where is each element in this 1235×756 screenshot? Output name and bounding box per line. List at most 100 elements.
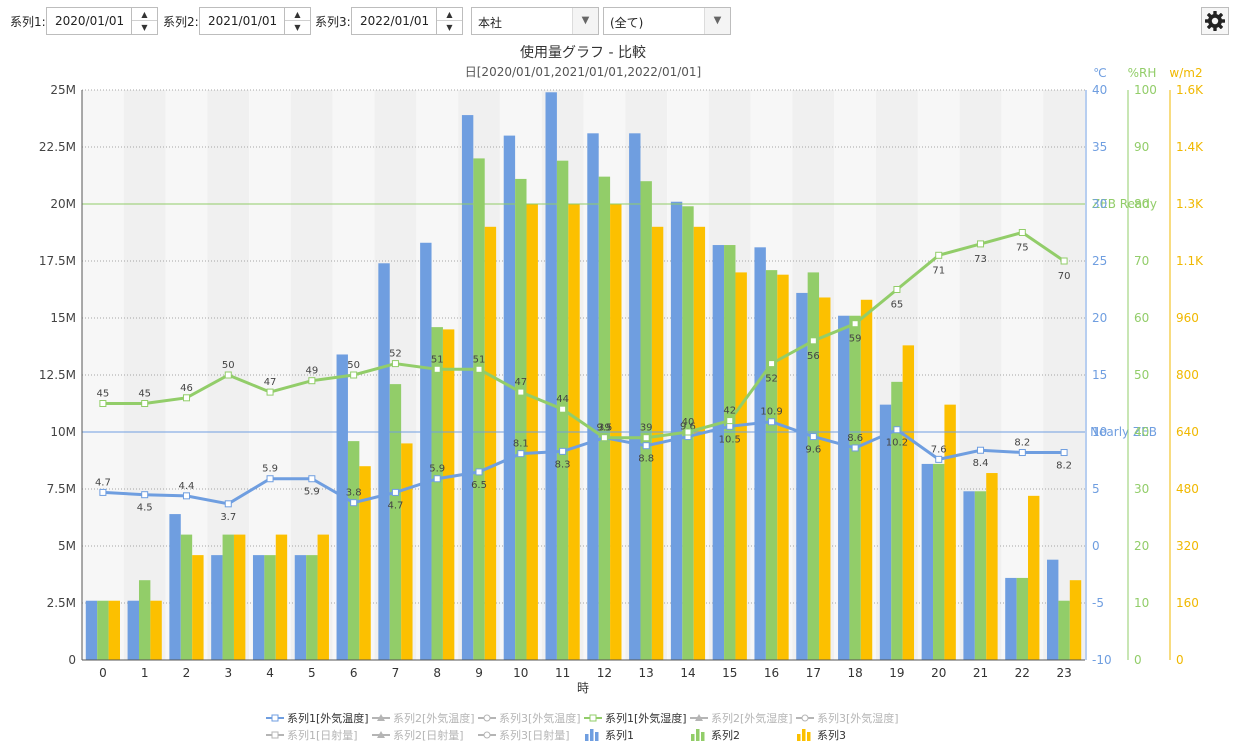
- bar-series2: [640, 181, 652, 660]
- series3-date-input[interactable]: 2022/01/01 ▲ ▼: [351, 7, 463, 35]
- y-tick-label: 2.5M: [47, 596, 76, 610]
- x-tick-label: 7: [392, 666, 400, 680]
- x-tick-label: 21: [973, 666, 988, 680]
- legend-label: 系列3[日射量]: [499, 729, 570, 742]
- series2-date-spinner[interactable]: ▲ ▼: [284, 8, 310, 34]
- data-label: 8.1: [513, 439, 529, 450]
- legend-item[interactable]: 系列3[日射量]: [478, 727, 570, 743]
- data-label: 8.3: [555, 459, 571, 470]
- y4-tick-label: 0: [1176, 653, 1184, 667]
- gear-icon: [1205, 11, 1225, 31]
- chevron-down-icon[interactable]: ▼: [572, 8, 598, 34]
- data-label: 5.9: [304, 487, 320, 498]
- line-marker: [475, 468, 483, 476]
- x-tick-label: 19: [889, 666, 904, 680]
- y-tick-label: 15M: [50, 311, 76, 325]
- line-marker: [851, 320, 859, 328]
- y3-tick-label: 30: [1134, 482, 1149, 496]
- y4-tick-label: 800: [1176, 368, 1199, 382]
- data-label: 39: [598, 423, 611, 434]
- line-circle-icon: [796, 712, 814, 724]
- data-label: 5.9: [262, 464, 278, 475]
- data-label: 6.5: [471, 480, 487, 491]
- data-label: 56: [807, 351, 820, 362]
- y2-tick-label: 10: [1092, 425, 1107, 439]
- line-marker: [977, 446, 985, 454]
- line-marker: [726, 422, 734, 430]
- legend-item[interactable]: 系列3[外気湿度]: [796, 710, 899, 726]
- bar-series1: [211, 555, 223, 660]
- data-label: 10.2: [886, 438, 908, 449]
- data-label: 4.4: [179, 481, 195, 492]
- bar-series3: [401, 443, 413, 660]
- spin-down-icon[interactable]: ▼: [294, 23, 301, 32]
- chart-subtitle: 日[2020/01/01,2021/01/01,2022/01/01]: [465, 65, 702, 79]
- line-marker: [517, 388, 525, 396]
- line-marker: [768, 418, 776, 426]
- data-label: 8.8: [638, 454, 654, 465]
- spin-down-icon[interactable]: ▼: [446, 23, 453, 32]
- line-marker: [1018, 229, 1026, 236]
- spin-up-icon[interactable]: ▲: [285, 8, 310, 21]
- bar-series1: [461, 115, 474, 660]
- series1-date-spinner[interactable]: ▲ ▼: [131, 8, 157, 34]
- data-label: 46: [180, 383, 193, 394]
- y4-tick-label: 320: [1176, 539, 1199, 553]
- x-tick-label: 11: [555, 666, 570, 680]
- bar-series2: [598, 176, 611, 660]
- line-marker: [224, 371, 232, 379]
- data-label: 47: [514, 377, 527, 388]
- line-marker: [475, 365, 483, 373]
- y3-tick-label: 50: [1134, 368, 1149, 382]
- legend-item[interactable]: 系列1[外気湿度]: [584, 710, 687, 726]
- bar-series1: [85, 600, 98, 660]
- legend-item[interactable]: 系列2: [690, 727, 740, 743]
- spin-up-icon[interactable]: ▲: [437, 8, 462, 21]
- bar-series2: [1058, 600, 1070, 660]
- y-tick-label: 7.5M: [47, 482, 76, 496]
- data-label: 39: [640, 423, 653, 434]
- legend-item[interactable]: 系列3: [796, 727, 846, 743]
- bar-series2: [264, 555, 276, 660]
- legend-item[interactable]: 系列2[日射量]: [372, 727, 464, 743]
- line-marker: [224, 500, 232, 508]
- series1-date-input[interactable]: 2020/01/01 ▲ ▼: [46, 7, 158, 35]
- data-label: 65: [891, 300, 904, 311]
- legend-item[interactable]: 系列2[外気湿度]: [690, 710, 793, 726]
- y2-tick-label: 15: [1092, 368, 1107, 382]
- legend-item[interactable]: 系列2[外気温度]: [372, 710, 475, 726]
- line-marker: [684, 428, 692, 436]
- legend-item[interactable]: 系列3[外気温度]: [478, 710, 581, 726]
- chevron-down-icon[interactable]: ▼: [704, 8, 730, 34]
- line-marker: [141, 400, 149, 407]
- line-marker: [893, 426, 901, 434]
- data-label: 42: [723, 406, 736, 417]
- y4-tick-label: 1.3K: [1176, 197, 1204, 211]
- line-marker: [768, 360, 776, 368]
- location-select[interactable]: 本社 ▼: [471, 7, 599, 35]
- legend-item[interactable]: 系列1[日射量]: [266, 727, 358, 743]
- y-tick-label: 20M: [50, 197, 76, 211]
- bar-series3: [192, 555, 204, 660]
- legend-item[interactable]: 系列1[外気温度]: [266, 710, 369, 726]
- x-tick-label: 8: [433, 666, 441, 680]
- data-label: 70: [1058, 271, 1071, 282]
- x-tick-label: 6: [350, 666, 358, 680]
- series3-date-spinner[interactable]: ▲ ▼: [436, 8, 462, 34]
- y4-tick-label: 160: [1176, 596, 1199, 610]
- spin-down-icon[interactable]: ▼: [141, 23, 148, 32]
- line-marker: [433, 475, 441, 483]
- line-marker: [350, 371, 358, 379]
- legend-item[interactable]: 系列1: [584, 727, 634, 743]
- data-label: 47: [264, 377, 277, 388]
- filter-select-value: (全て): [610, 16, 644, 30]
- series2-date-input[interactable]: 2021/01/01 ▲ ▼: [199, 7, 311, 35]
- line-marker: [99, 488, 107, 496]
- y-tick-label: 17.5M: [39, 254, 76, 268]
- bar-series3: [484, 226, 497, 661]
- line-marker: [559, 447, 567, 455]
- settings-button[interactable]: [1201, 7, 1229, 35]
- spin-up-icon[interactable]: ▲: [132, 8, 157, 21]
- filter-select[interactable]: (全て) ▼: [603, 7, 731, 35]
- bar-series1: [127, 600, 139, 660]
